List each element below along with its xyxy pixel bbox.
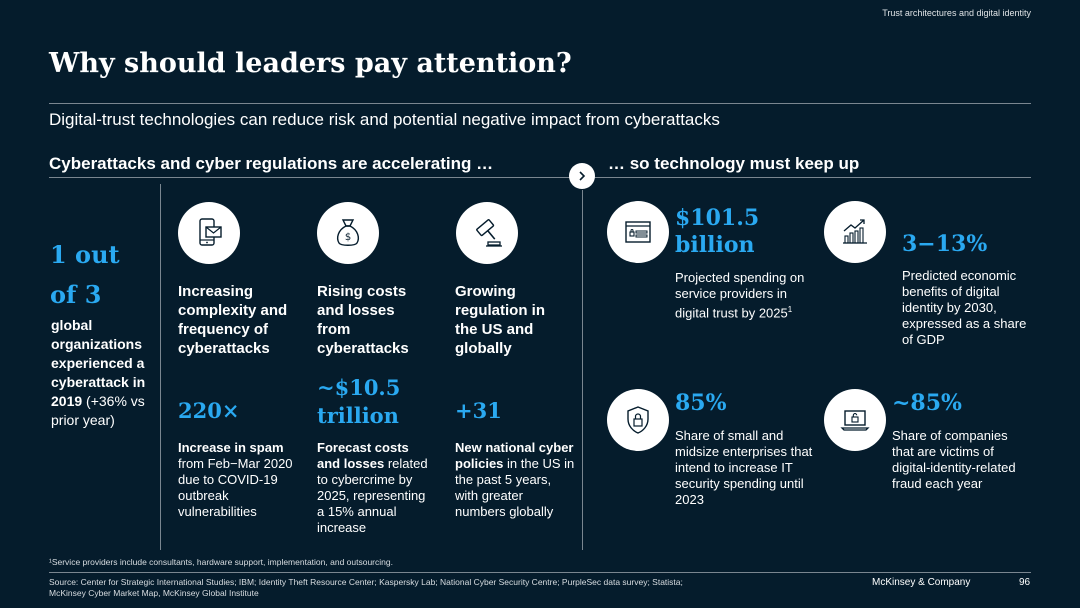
page-number: 96 xyxy=(1019,577,1031,588)
stat-line-2: of 3 xyxy=(50,280,102,309)
stat-one-out-of-three: 1 out of 3 xyxy=(50,235,120,315)
page-subtitle: Digital-trust technologies can reduce ri… xyxy=(49,110,720,129)
source-note: Source: Center for Strategic Internation… xyxy=(49,577,809,599)
page-title: Why should leaders pay attention? xyxy=(49,48,572,79)
column-2-description: Forecast costs and losses related to cyb… xyxy=(317,440,435,536)
column-1-description-rest: from Feb−Mar 2020 due to COVID-19 outbre… xyxy=(178,456,293,519)
right-stat-2-value: 3−13% xyxy=(902,231,988,257)
right-stat-3-description: Share of small and midsize enterprises t… xyxy=(675,428,813,507)
column-3-description: New national cyber policies in the US in… xyxy=(455,440,577,520)
right-stat-1-value-line-2: billion xyxy=(675,232,755,258)
column-2-value-line-1: ~$10.5 xyxy=(317,375,401,400)
right-stat-4-value: ~85% xyxy=(892,390,962,416)
right-heading: … so technology must keep up xyxy=(608,154,860,173)
column-2-value-line-2: trillion xyxy=(317,403,399,428)
column-2-value: ~$10.5 trillion xyxy=(317,374,400,430)
right-stat-4-description: Share of companies that are victims of d… xyxy=(892,428,1016,491)
center-divider xyxy=(582,190,583,550)
stat-description-bold: global organizations experienced a cyber… xyxy=(51,317,146,409)
brand-name: McKinsey & Company xyxy=(872,577,971,588)
column-2-description-rest: related to cybercrime by 2025, represent… xyxy=(317,456,428,535)
right-stat-1-description-text: Projected spending on service providers … xyxy=(675,270,805,321)
chevron-right-icon xyxy=(569,163,595,189)
stat-line-1: 1 out xyxy=(50,240,120,269)
right-stat-1-description: Projected spending on service providers … xyxy=(675,270,817,321)
footnote: ¹Service providers include consultants, … xyxy=(49,557,393,567)
stat-description: global organizations experienced a cyber… xyxy=(51,316,161,430)
column-2-title: Rising costs and losses from cyberattack… xyxy=(317,283,409,357)
shield-lock-icon xyxy=(607,389,669,451)
column-3-value: +31 xyxy=(455,398,502,423)
column-1-description-bold: Increase in spam xyxy=(178,440,284,455)
source-line-1: Source: Center for Strategic Internation… xyxy=(49,577,683,587)
money-bag-icon: $ xyxy=(317,202,379,264)
gavel-icon xyxy=(456,202,518,264)
left-heading: Cyberattacks and cyber regulations are a… xyxy=(49,154,494,173)
svg-text:$: $ xyxy=(345,232,351,243)
left-column-divider xyxy=(160,184,161,550)
right-stat-3-value: 85% xyxy=(675,390,727,416)
growth-chart-icon xyxy=(824,201,886,263)
right-stat-2-description: Predicted economic benefits of digital i… xyxy=(902,268,1027,347)
source-line-2: McKinsey Cyber Market Map, McKinsey Glob… xyxy=(49,588,259,598)
section-label: Trust architectures and digital identity xyxy=(882,8,1031,18)
browser-login-icon xyxy=(607,201,669,263)
right-stat-1-value-line-1: $101.5 xyxy=(675,205,760,231)
column-3-description-rest: in the US in the past 5 years, with grea… xyxy=(455,456,575,519)
stat-description-rest: (+36% vs prior year) xyxy=(51,393,145,428)
column-1-title: Increasing complexity and frequency of c… xyxy=(178,283,288,357)
column-3-title: Growing regulation in the US and globall… xyxy=(455,283,545,357)
mobile-mail-icon xyxy=(178,202,240,264)
laptop-lock-icon xyxy=(824,389,886,451)
right-stat-1-value: $101.5 billion xyxy=(675,205,759,259)
footer-divider xyxy=(49,572,1031,573)
column-1-value: 220× xyxy=(178,398,240,423)
column-2-description-bold: Forecast costs and losses xyxy=(317,440,409,471)
column-3-description-bold: New national cyber policies xyxy=(455,440,574,471)
title-divider xyxy=(49,103,1031,104)
column-1-description: Increase in spam from Feb−Mar 2020 due t… xyxy=(178,440,306,520)
heading-divider xyxy=(49,177,1031,178)
footnote-mark: 1 xyxy=(787,305,793,314)
